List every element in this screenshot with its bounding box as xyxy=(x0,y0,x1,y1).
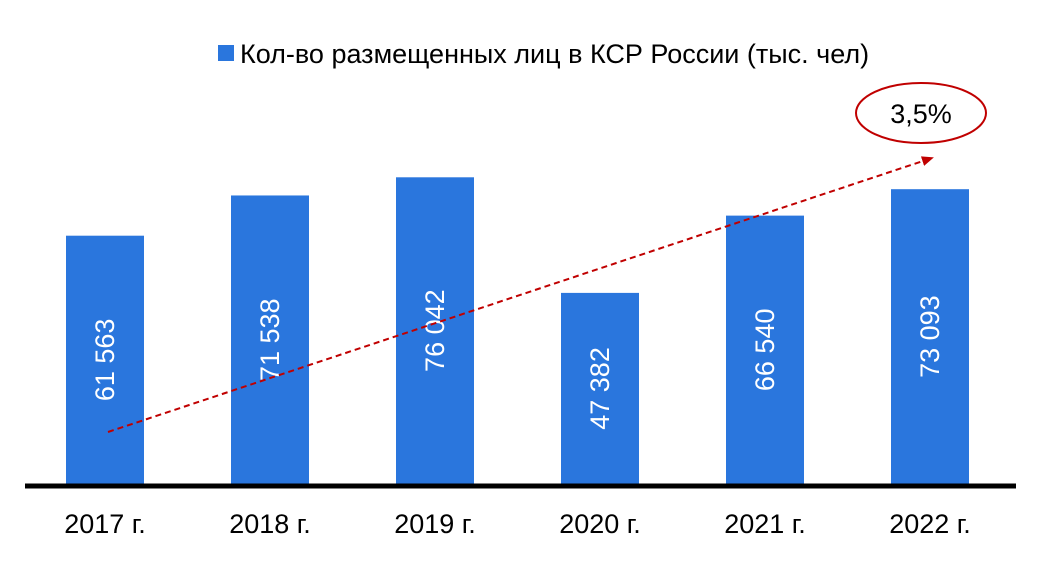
bar xyxy=(66,235,144,484)
data-labels: 61 563 71 538 76 042 47 382 66 540 73 093 xyxy=(90,289,945,429)
bar-value-label: 47 382 xyxy=(585,347,615,430)
bar xyxy=(396,177,474,484)
bars xyxy=(66,177,969,485)
bar-value-label: 73 093 xyxy=(915,295,945,378)
x-tick-label: 2022 г. xyxy=(889,509,971,539)
bar xyxy=(891,189,969,484)
bar xyxy=(561,292,639,484)
bar xyxy=(726,215,804,484)
legend-label: Кол-во размещенных лиц в КСР России (тыс… xyxy=(240,39,869,69)
trend-arrow xyxy=(107,156,934,433)
growth-callout-label: 3,5% xyxy=(890,99,952,129)
bar-value-label: 66 540 xyxy=(750,309,780,392)
x-axis-tick-labels: 2017 г. 2018 г. 2019 г. 2020 г. 2021 г. … xyxy=(64,509,971,539)
x-tick-label: 2021 г. xyxy=(724,509,806,539)
x-tick-label: 2019 г. xyxy=(394,509,476,539)
legend: Кол-во размещенных лиц в КСР России (тыс… xyxy=(218,39,869,69)
x-tick-label: 2020 г. xyxy=(559,509,641,539)
bar xyxy=(231,195,309,485)
x-tick-label: 2017 г. xyxy=(64,509,146,539)
legend-swatch xyxy=(218,45,234,61)
bar-value-label: 61 563 xyxy=(90,319,120,402)
bar-value-label: 76 042 xyxy=(420,289,450,372)
growth-callout xyxy=(855,82,987,144)
bar-value-label: 71 538 xyxy=(255,298,285,381)
x-tick-label: 2018 г. xyxy=(229,509,311,539)
